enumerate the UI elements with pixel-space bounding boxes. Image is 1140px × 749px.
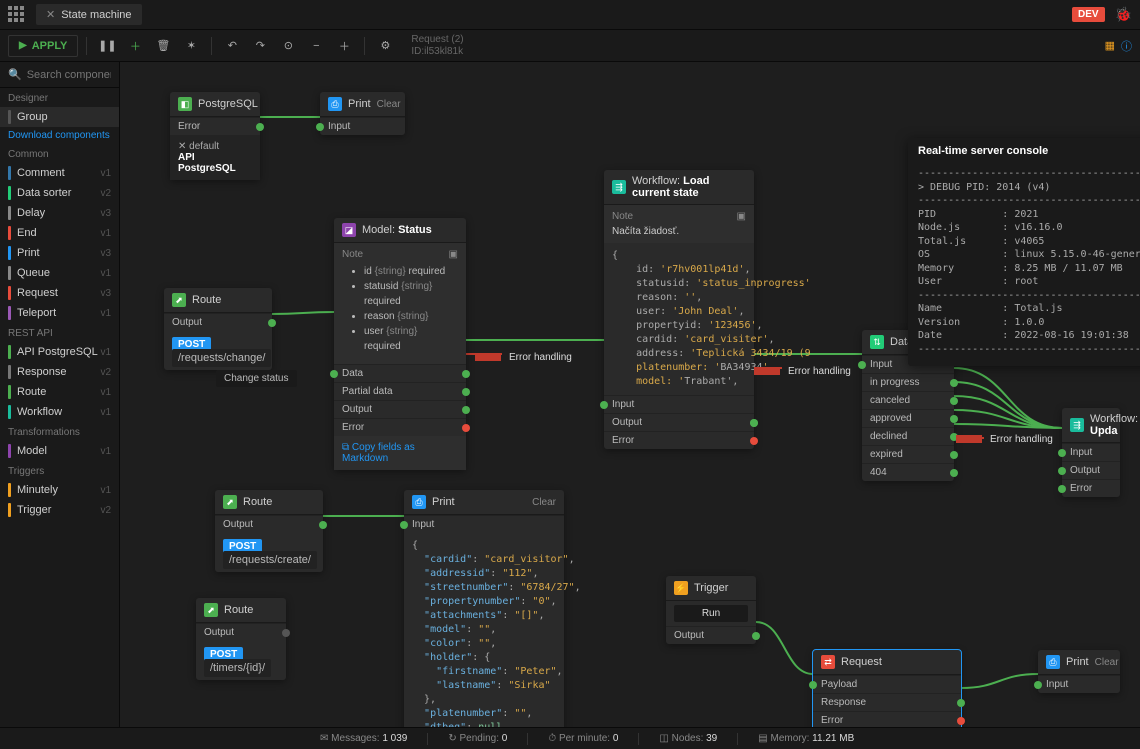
tab-title: State machine	[61, 9, 131, 21]
memory-icon: ▤	[758, 733, 767, 744]
flow-node[interactable]: ⬈Route Output POST /requests/create/	[215, 490, 323, 572]
expand-icon[interactable]: ▣	[737, 211, 746, 222]
sidebar-section-title: REST API	[0, 323, 119, 342]
zoom-in-button[interactable]: ＋	[332, 34, 356, 58]
nodes-icon: ◫	[659, 733, 668, 744]
sidebar-item[interactable]: Endv1	[0, 223, 119, 243]
console-title: Real-time server console	[918, 145, 1048, 157]
console-panel: Real-time server console 🗑 ✕ -----------…	[908, 138, 1140, 366]
sidebar-item[interactable]: Minutelyv1	[0, 480, 119, 500]
sidebar-section-title: Triggers	[0, 461, 119, 480]
toolbar: APPLY ❚❚ ＋ 🗑 ✶ ↶ ↷ ⊙ − ＋ ⚙ Request (2) I…	[0, 30, 1140, 62]
sidebar-item[interactable]: Requestv3	[0, 283, 119, 303]
console-body: ----------------------------------------…	[908, 163, 1140, 366]
debug-button[interactable]: ✶	[179, 34, 203, 58]
messages-icon: ✉	[320, 733, 328, 744]
flow-node[interactable]: ⎙PrintClear Input { "cardid": "card_visi…	[404, 490, 564, 727]
sidebar-item[interactable]: Printv3	[0, 243, 119, 263]
redo-button[interactable]: ↷	[248, 34, 272, 58]
sidebar-item[interactable]: Responsev2	[0, 362, 119, 382]
flow-node[interactable]: ⎙PrintClear Input	[1038, 650, 1120, 693]
error-handling-label: Error handling	[984, 432, 1059, 447]
pending-icon: ↻	[448, 733, 456, 744]
info-icon[interactable]: ⓘ	[1121, 38, 1132, 54]
apply-button[interactable]: APPLY	[8, 35, 78, 57]
tab-state-machine[interactable]: ✕ State machine	[36, 4, 142, 25]
flow-node[interactable]: ◪Model: Status Note▣ id {string} require…	[334, 218, 466, 470]
flow-node[interactable]: ◧PostgreSQL Error ✕ defaultAPI PostgreSQ…	[170, 92, 260, 180]
flow-node[interactable]: ⎙PrintClear Input	[320, 92, 405, 135]
apps-icon[interactable]	[8, 6, 26, 24]
dev-badge: DEV	[1072, 7, 1105, 22]
topbar: ✕ State machine DEV 🐞	[0, 0, 1140, 30]
add-button[interactable]: ＋	[123, 34, 147, 58]
flow-node[interactable]: ⬈Route Output POST /requests/change/	[164, 288, 272, 370]
sidebar-item[interactable]: Delayv3	[0, 203, 119, 223]
error-handling-label: Error handling	[782, 364, 857, 379]
canvas[interactable]: ◧PostgreSQL Error ✕ defaultAPI PostgreSQ…	[120, 62, 1140, 727]
sidebar-link[interactable]: Download components	[0, 127, 119, 144]
bug-icon[interactable]: 🐞	[1115, 6, 1132, 23]
search-input[interactable]	[27, 69, 111, 81]
main: 🔍 DesignerGroupDownload componentsCommon…	[0, 62, 1140, 727]
warning-icon[interactable]: ▦	[1105, 39, 1115, 52]
sidebar-item[interactable]: Teleportv1	[0, 303, 119, 323]
clear-button[interactable]: Clear	[1095, 657, 1119, 668]
sidebar-item[interactable]: Modelv1	[0, 441, 119, 461]
zoom-fit-button[interactable]: ⊙	[276, 34, 300, 58]
sidebar-item[interactable]: Routev1	[0, 382, 119, 402]
sidebar: 🔍 DesignerGroupDownload componentsCommon…	[0, 62, 120, 727]
run-button[interactable]: Run	[674, 605, 748, 622]
sidebar-section-title: Designer	[0, 88, 119, 107]
search-row: 🔍	[0, 62, 119, 88]
clear-button[interactable]: Clear	[532, 497, 556, 508]
request-info: Request (2) ID:il53kl81k	[411, 34, 463, 58]
sidebar-item[interactable]: Queuev1	[0, 263, 119, 283]
perminute-icon: ⏱	[548, 733, 556, 744]
statusbar: ✉ Messages: 1 039 ↻ Pending: 0 ⏱ Per min…	[0, 727, 1140, 749]
close-icon[interactable]: ✕	[46, 8, 55, 21]
sidebar-item[interactable]: Commentv1	[0, 163, 119, 183]
undo-button[interactable]: ↶	[220, 34, 244, 58]
flow-node[interactable]: ⚡Trigger Run Output	[666, 576, 756, 644]
copy-fields-link[interactable]: ⧉ Copy fields as Markdown	[342, 442, 415, 464]
clear-button[interactable]: Clear	[377, 99, 401, 110]
sidebar-item[interactable]: API PostgreSQLv1	[0, 342, 119, 362]
pause-button[interactable]: ❚❚	[95, 34, 119, 58]
sidebar-section-title: Common	[0, 144, 119, 163]
search-icon: 🔍	[8, 68, 22, 81]
expand-icon[interactable]: ▣	[449, 249, 458, 260]
sidebar-item[interactable]: Workflowv1	[0, 402, 119, 422]
flow-node[interactable]: ⬈Route Output POST /timers/{id}/	[196, 598, 286, 680]
sidebar-item[interactable]: Triggerv2	[0, 500, 119, 520]
flow-node[interactable]: ⇶Workflow: Load current state Note▣Načít…	[604, 170, 754, 449]
sidebar-item[interactable]: Group	[0, 107, 119, 127]
delete-button[interactable]: 🗑	[151, 34, 175, 58]
error-handling-label: Error handling	[503, 350, 578, 365]
sidebar-section-title: Transformations	[0, 422, 119, 441]
zoom-out-button[interactable]: −	[304, 34, 328, 58]
settings-button[interactable]: ⚙	[373, 34, 397, 58]
node-label: Change status	[216, 370, 297, 387]
flow-node[interactable]: ⇄Request PayloadResponseError POSThttps:…	[813, 650, 961, 727]
flow-node[interactable]: ⇶Workflow: Upda InputOutputError	[1062, 408, 1120, 497]
sidebar-item[interactable]: Data sorterv2	[0, 183, 119, 203]
